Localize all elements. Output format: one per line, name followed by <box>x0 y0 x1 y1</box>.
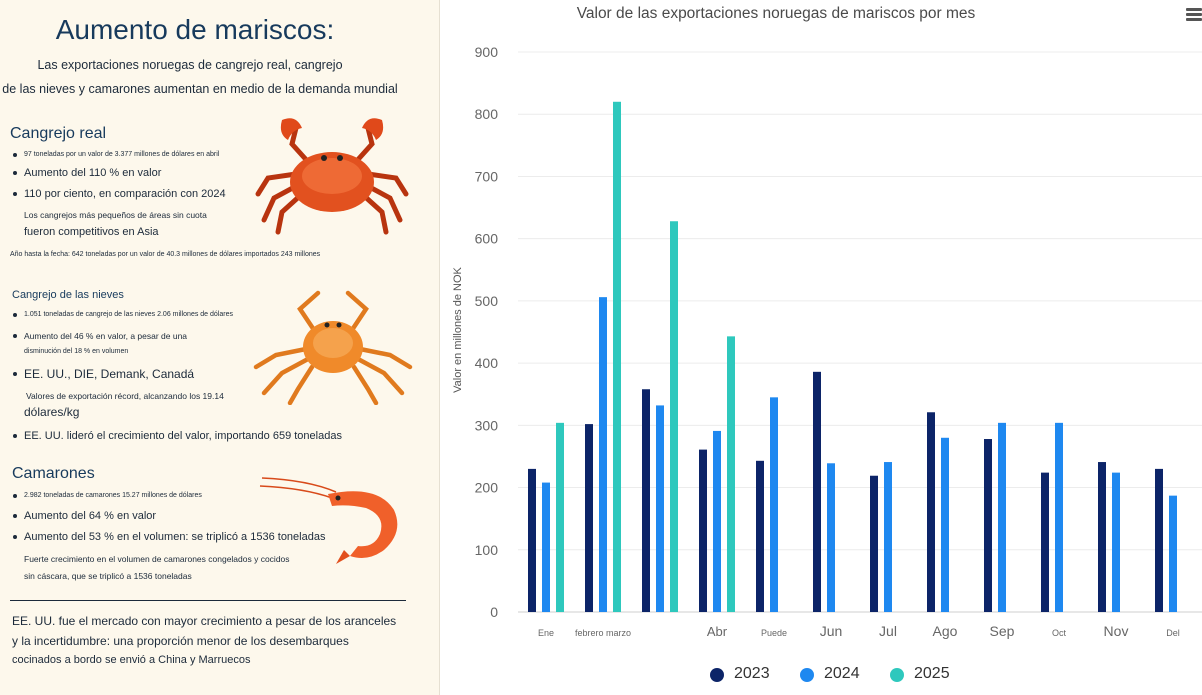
bar-2023-Abr[interactable] <box>699 449 707 612</box>
bar-2023-Sep[interactable] <box>984 439 992 612</box>
infographic-subtitle-line1: Las exportaciones noruegas de cangrejo r… <box>37 58 343 72</box>
snow-crab-note: Valores de exportación récord, alcanzand… <box>26 391 224 401</box>
snow-crab-heading: Cangrejo de las nieves <box>12 289 124 301</box>
bar-2023-Jun[interactable] <box>813 371 821 612</box>
bar-2025-Ene[interactable] <box>556 422 564 612</box>
y-tick-label: 100 <box>475 542 499 558</box>
legend-label: 2024 <box>824 665 860 682</box>
bar-2023-Ene[interactable] <box>528 468 536 612</box>
legend-label: 2025 <box>914 665 950 682</box>
snow-crab-bullet: 1.051 toneladas de cangrejo de las nieve… <box>10 311 233 318</box>
bar-2023-Oct[interactable] <box>1041 472 1049 612</box>
footer-line2: y la incertidumbre: una proporción menor… <box>12 634 349 648</box>
chart-title: Valor de las exportaciones noruegas de m… <box>576 5 976 22</box>
king-crab-bullet: Aumento del 110 % en valor <box>10 167 161 179</box>
bar-2024-Nov[interactable] <box>1112 472 1120 612</box>
bar-chart: 0 100 200 300 400 500 600 700 800 900 Ene febrero m… <box>452 44 1202 639</box>
shrimp-heading: Camarones <box>12 465 95 482</box>
y-tick-label: 600 <box>475 231 499 247</box>
x-tick-label: febrero marzo <box>575 628 631 638</box>
x-tick-label: Jun <box>820 623 843 639</box>
section-divider <box>10 600 406 601</box>
bar-2025-Abr[interactable] <box>727 336 735 612</box>
king-crab-bullet: 110 por ciento, en comparación con 2024 <box>10 188 226 200</box>
bar-2024-Ago[interactable] <box>941 437 949 612</box>
y-axis-label: Valor en millones de NOK <box>452 266 464 392</box>
infographic-title: Aumento de mariscos: <box>55 14 335 45</box>
shrimp-bullet: 2.982 toneladas de camarones 15.27 millo… <box>10 492 202 499</box>
bar-2024-Del[interactable] <box>1169 495 1177 612</box>
shrimp-bullet: Aumento del 53 % en el volumen: se tripl… <box>10 531 325 543</box>
bar-2025-febrero[interactable] <box>613 101 621 613</box>
snow-crab-note: dólares/kg <box>24 405 80 419</box>
x-tick-label: Ene <box>538 628 554 638</box>
shrimp-note: Fuerte crecimiento en el volumen de cama… <box>24 554 290 564</box>
bar-2023-Del[interactable] <box>1155 468 1163 612</box>
x-tick-label: Oct <box>1052 628 1067 638</box>
king-crab-ytd: Año hasta la fecha: 642 toneladas por un… <box>10 251 321 258</box>
shrimp-icon <box>259 477 398 564</box>
shrimp-note: sin cáscara, que se triplicó a 1536 tone… <box>24 571 192 581</box>
x-tick-label: Nov <box>1104 623 1129 639</box>
bar-2023-Jul[interactable] <box>870 475 878 612</box>
king-crab-icon <box>255 118 409 235</box>
bar-2023-Puede[interactable] <box>756 460 764 612</box>
y-tick-label: 400 <box>475 355 499 371</box>
bar-2024-Puede[interactable] <box>770 397 778 612</box>
footer-line3: cocinados a bordo se envió a China y Mar… <box>12 654 251 666</box>
bar-2023-Nov[interactable] <box>1098 462 1106 612</box>
y-tick-label: 800 <box>475 106 499 122</box>
king-crab-bullet: 97 toneladas por un valor de 3.377 millo… <box>10 151 219 158</box>
infographic-panel: Aumento de mariscos: Las exportaciones n… <box>0 0 440 695</box>
snow-crab-icon <box>253 290 413 405</box>
bar-2024-Ene[interactable] <box>542 482 550 612</box>
x-tick-label: Abr <box>707 624 728 639</box>
footer-line1: EE. UU. fue el mercado con mayor crecimi… <box>12 614 397 628</box>
bar-2024-Jun[interactable] <box>827 463 835 612</box>
bar-2023-marzo[interactable] <box>642 389 650 612</box>
y-tick-label: 900 <box>475 44 499 60</box>
infographic-subtitle-line2: de las nieves y camarones aumentan en me… <box>2 82 398 96</box>
bar-2024-Sep[interactable] <box>998 422 1006 612</box>
x-tick-label: Puede <box>761 628 787 638</box>
bar-2025-marzo[interactable] <box>670 221 678 612</box>
y-tick-label: 500 <box>475 293 499 309</box>
legend-marker <box>890 668 904 682</box>
x-tick-label: Ago <box>933 623 958 639</box>
snow-crab-bullet: EE. UU. lideró el crecimiento del valor,… <box>10 430 342 442</box>
legend-marker <box>800 668 814 682</box>
bar-2023-Ago[interactable] <box>927 412 935 612</box>
x-tick-label: Jul <box>879 623 897 639</box>
bar-2024-marzo[interactable] <box>656 405 664 612</box>
y-tick-label: 200 <box>475 480 499 496</box>
king-crab-note: Los cangrejos más pequeños de áreas sin … <box>24 210 207 220</box>
y-tick-label: 300 <box>475 417 499 433</box>
bar-2023-febrero[interactable] <box>585 424 593 612</box>
bar-2024-Jul[interactable] <box>884 462 892 612</box>
legend-marker <box>710 668 724 682</box>
king-crab-heading: Cangrejo real <box>10 125 107 142</box>
hamburger-menu-icon[interactable] <box>1186 8 1202 22</box>
bar-2024-Abr[interactable] <box>713 430 721 612</box>
x-tick-label: Sep <box>990 623 1015 639</box>
legend-label: 2023 <box>734 665 770 682</box>
chart-panel: Valor de las exportaciones noruegas de m… <box>450 0 1202 695</box>
snow-crab-bullet: Aumento del 46 % en valor, a pesar de un… <box>10 331 187 341</box>
snow-crab-bullet-cont: disminución del 18 % en volumen <box>24 348 129 355</box>
bar-2024-Oct[interactable] <box>1055 422 1063 612</box>
shrimp-bullet: Aumento del 64 % en valor <box>10 510 156 522</box>
king-crab-note: fueron competitivos en Asia <box>24 226 159 238</box>
snow-crab-bullet: EE. UU., DIE, Demank, Canadá <box>10 367 194 381</box>
y-tick-label: 0 <box>490 604 498 620</box>
y-tick-label: 700 <box>475 168 499 184</box>
bar-2024-febrero[interactable] <box>599 297 607 612</box>
x-tick-label: Del <box>1166 628 1180 638</box>
